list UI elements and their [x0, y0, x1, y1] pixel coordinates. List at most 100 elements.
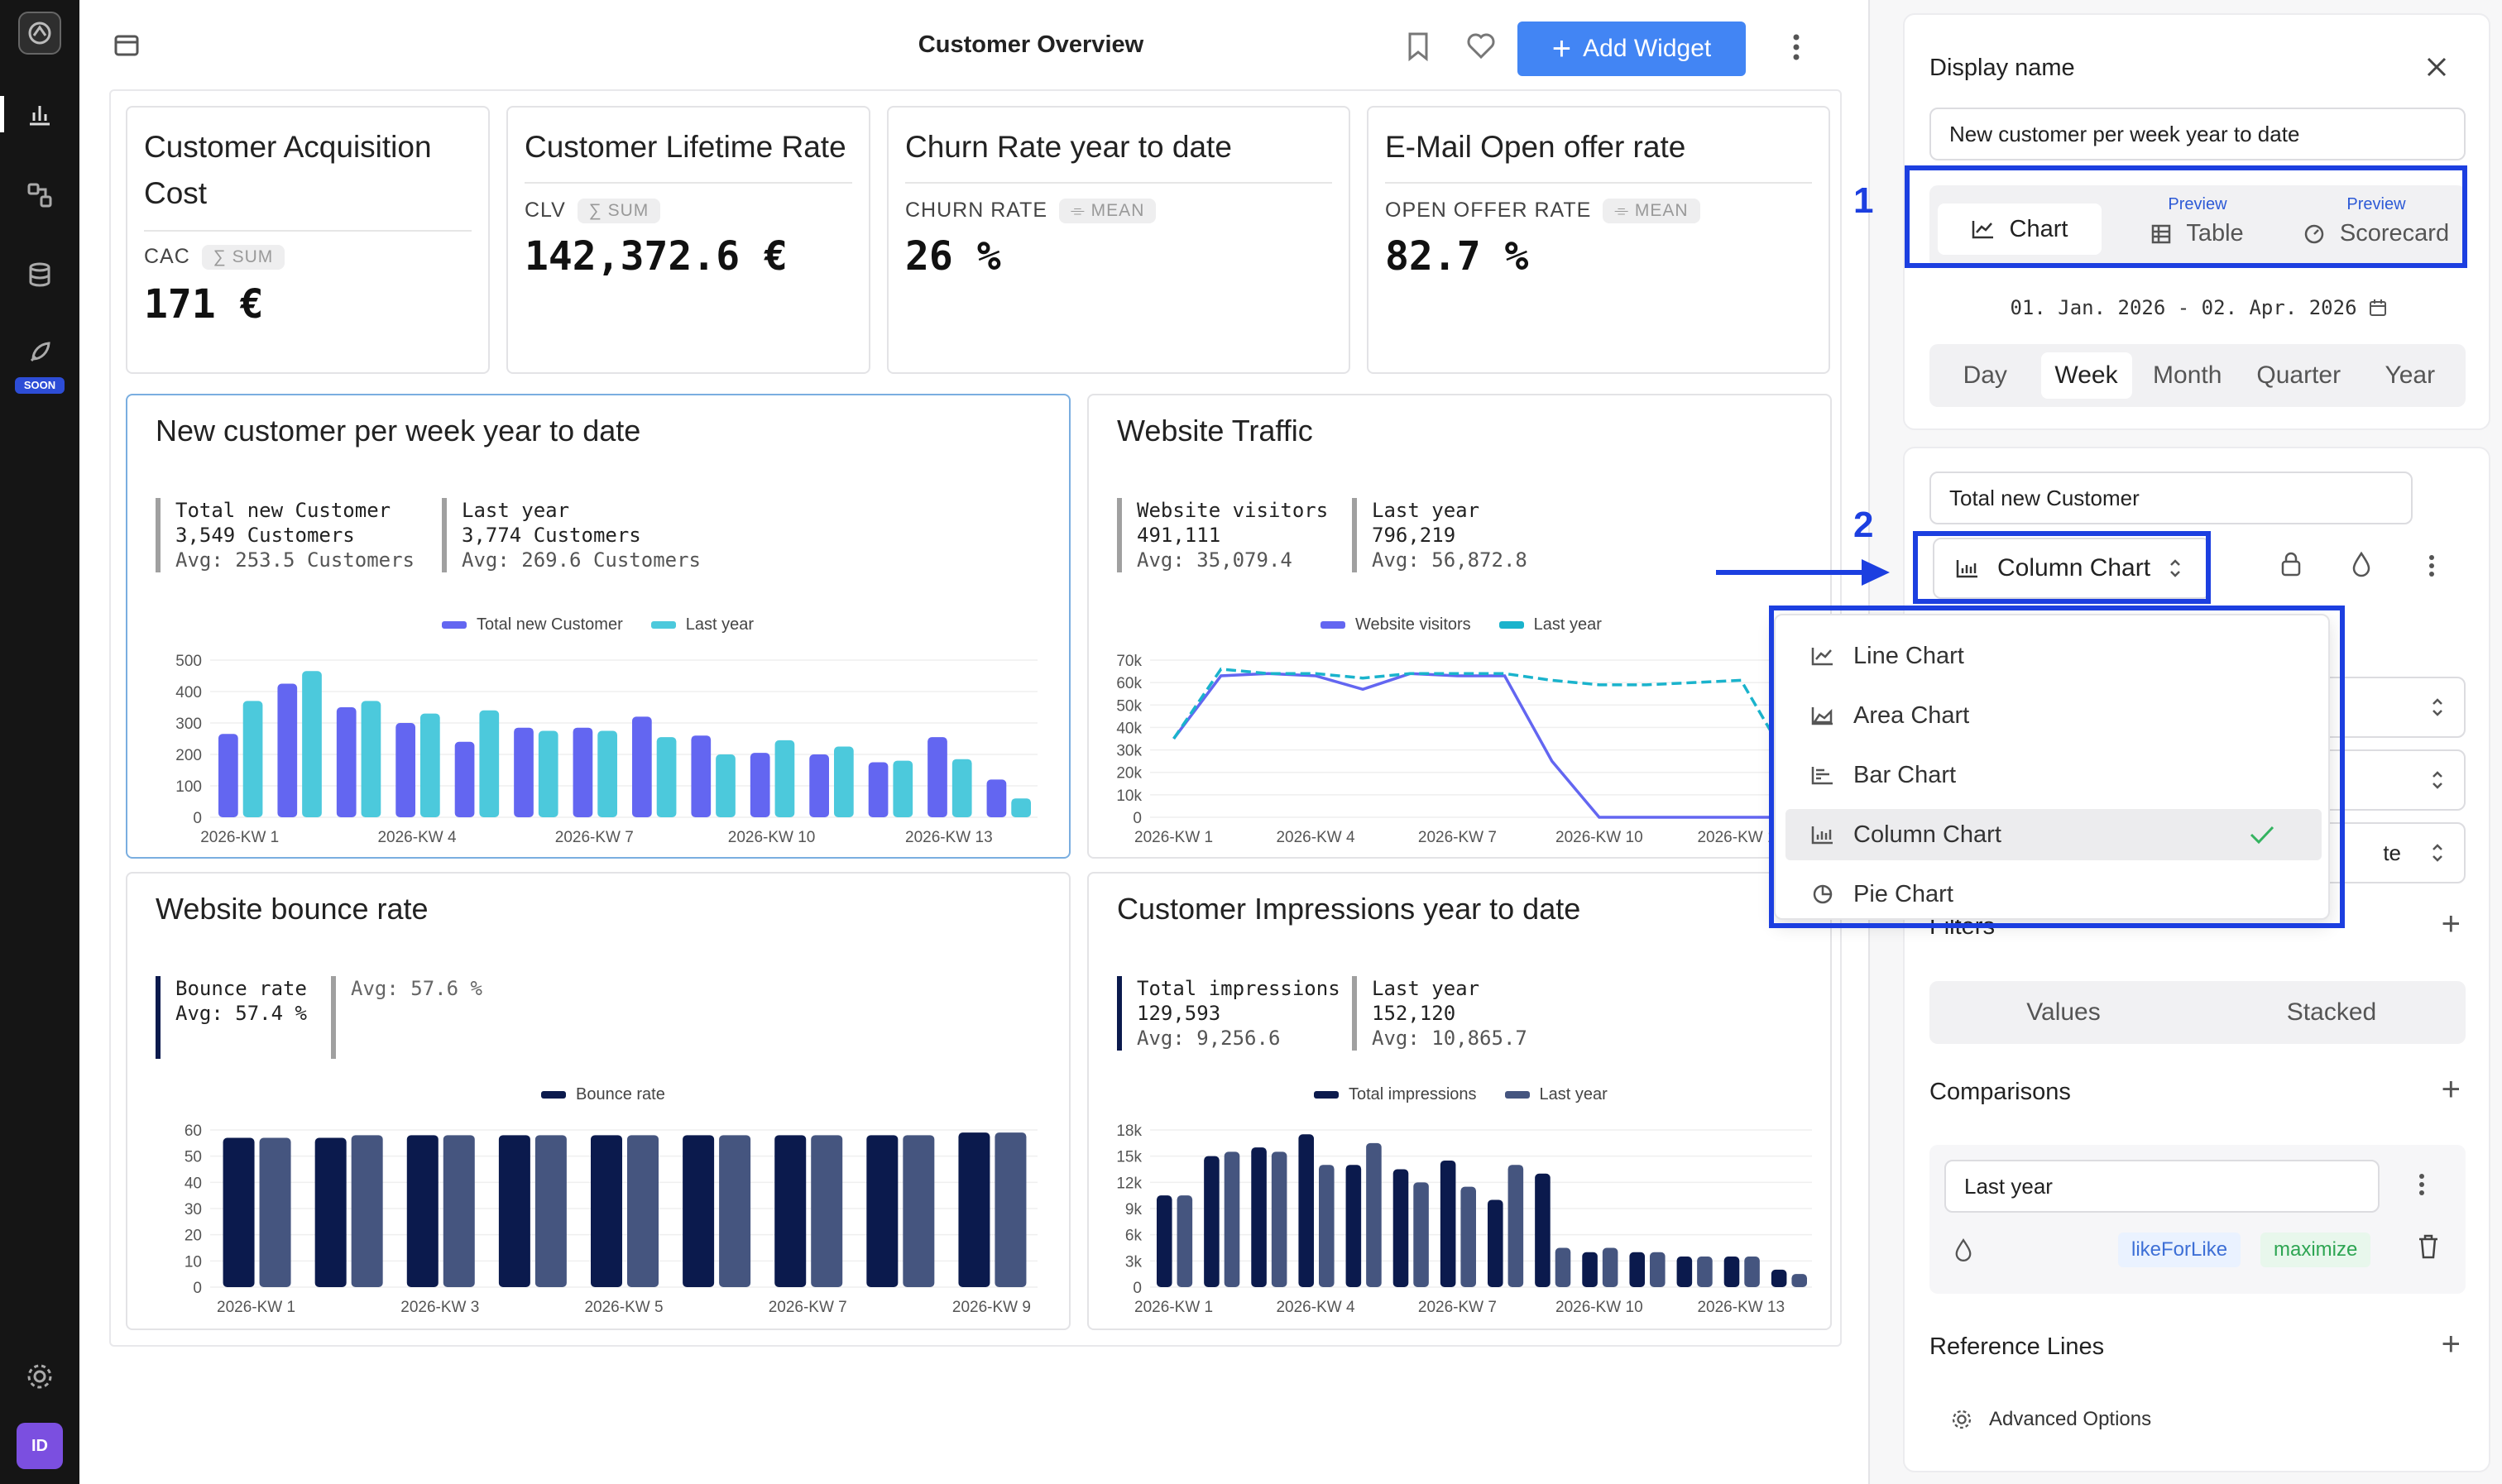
comparison-more-icon[interactable]: [2418, 1173, 2426, 1200]
kpi-card-cac[interactable]: Customer Acquisition Cost CAC ∑ SUM 171 €: [126, 106, 490, 374]
tab-table[interactable]: Preview Table: [2108, 185, 2287, 268]
rocket-icon[interactable]: [18, 331, 61, 374]
legend-item[interactable]: Total impressions: [1314, 1085, 1477, 1104]
y-tick-label: 0: [193, 810, 202, 827]
chart-bar: [1602, 1247, 1618, 1287]
y-tick-label: 20k: [1116, 765, 1142, 783]
date-range-picker[interactable]: 01. Jan. 2026 - 02. Apr. 2026: [1905, 296, 2492, 319]
tab-week[interactable]: Week: [2040, 352, 2132, 399]
chart-bar: [986, 779, 1007, 817]
x-tick-label: 2026-KW 5: [584, 1299, 663, 1316]
display-name-input[interactable]: New customer per week year to date: [1929, 108, 2466, 160]
legend-item[interactable]: Total new Customer: [442, 615, 623, 634]
more-options-icon[interactable]: [1792, 33, 1800, 65]
series-name-input[interactable]: Total new Customer: [1929, 472, 2413, 524]
calendar-icon: [2369, 299, 2386, 316]
chart-bar: [420, 713, 440, 817]
y-tick-label: 40k: [1116, 720, 1142, 737]
x-tick-label: 2026-KW 10: [728, 829, 816, 846]
legend-item[interactable]: Bounce rate: [541, 1085, 665, 1104]
menu-item-area-chart[interactable]: Area Chart: [1785, 690, 2322, 741]
menu-item-line-chart[interactable]: Line Chart: [1785, 630, 2322, 682]
chart-bar: [351, 1135, 383, 1287]
delete-trash-icon[interactable]: [2418, 1234, 2439, 1263]
chart-bar: [1366, 1142, 1382, 1287]
analytics-icon[interactable]: [18, 93, 61, 136]
kpi-value: 171 €: [144, 281, 264, 328]
chart-bar: [1676, 1257, 1693, 1287]
tab-day[interactable]: Day: [1963, 361, 2007, 389]
chart-bar: [1744, 1257, 1760, 1287]
user-avatar[interactable]: ID: [17, 1423, 63, 1469]
y-tick-label: 3k: [1125, 1253, 1143, 1271]
legend-item[interactable]: Last year: [1504, 1085, 1608, 1104]
menu-item-column-chart[interactable]: Column Chart: [1785, 809, 2322, 860]
workflow-icon[interactable]: [18, 174, 61, 217]
maximize-tag[interactable]: maximize: [2260, 1233, 2371, 1267]
menu-item-pie-chart[interactable]: Pie Chart: [1785, 869, 2322, 920]
tab-stacked[interactable]: Stacked: [2286, 998, 2377, 1026]
chart-bar: [1535, 1173, 1551, 1287]
add-filter-plus-icon[interactable]: +: [2441, 906, 2461, 942]
kpi-card-churn[interactable]: Churn Rate year to date CHURN RATE ⌯ MEAN…: [887, 106, 1350, 374]
tab-scorecard[interactable]: Preview Scorecard: [2287, 185, 2466, 268]
kpi-value: 142,372.6 €: [525, 233, 788, 280]
chart-bar: [868, 762, 889, 817]
series-more-icon[interactable]: [2428, 554, 2436, 582]
gauge-icon: [2304, 224, 2324, 243]
tab-values[interactable]: Values: [2026, 998, 2101, 1026]
comparison-color-icon[interactable]: [1954, 1237, 1972, 1266]
reference-lines-label: Reference Lines: [1929, 1333, 2105, 1360]
bookmark-icon[interactable]: [1407, 31, 1430, 65]
widget-website-traffic[interactable]: Website Traffic Website visitors 491,111 A…: [1087, 394, 1832, 859]
y-tick-label: 60k: [1116, 675, 1142, 692]
app-logo-icon[interactable]: [18, 12, 61, 55]
menu-item-bar-chart[interactable]: Bar Chart: [1785, 749, 2322, 801]
kpi-card-email-open[interactable]: E-Mail Open offer rate OPEN OFFER RATE ⌯ …: [1367, 106, 1830, 374]
close-icon[interactable]: [2424, 55, 2449, 84]
comparison-select[interactable]: Last year: [1944, 1160, 2380, 1213]
y-tick-label: 100: [175, 778, 202, 796]
tab-month[interactable]: Month: [2153, 361, 2222, 389]
chart-bar: [774, 740, 795, 817]
kpi-card-clv[interactable]: Customer Lifetime Rate CLV ∑ SUM 142,372.…: [506, 106, 870, 374]
x-tick-label: 2026-KW 10: [1555, 829, 1643, 846]
legend-item[interactable]: Last year: [650, 615, 754, 634]
x-tick-label: 2026-KW 1: [217, 1299, 295, 1316]
annotation-box-dropdown: [1769, 606, 2345, 928]
chart-plot: 0 10 20 30 40 50 60 2026-KW 1 2026-KW 3 2026-KW 5…: [185, 1123, 1038, 1316]
display-name-label: Display name: [1929, 55, 2075, 81]
like-for-like-tag[interactable]: likeForLike: [2118, 1233, 2241, 1267]
color-drop-icon[interactable]: [2351, 551, 2371, 582]
widget-bounce-rate[interactable]: Website bounce rate Bounce rate Avg: 57.4…: [126, 872, 1071, 1330]
sidebar-toggle-icon[interactable]: [114, 35, 139, 60]
settings-gear-icon[interactable]: [18, 1355, 61, 1398]
table-icon: [2152, 224, 2171, 243]
tab-quarter[interactable]: Quarter: [2256, 361, 2341, 389]
widget-customer-impressions[interactable]: Customer Impressions year to date Total …: [1087, 872, 1832, 1330]
divider: [144, 230, 472, 232]
chart-bar: [809, 754, 829, 817]
add-comparison-plus-icon[interactable]: +: [2441, 1071, 2461, 1108]
chart-type-select[interactable]: Column Chart: [1933, 538, 2211, 599]
chart-bar: [1011, 798, 1031, 817]
advanced-options-toggle[interactable]: Advanced Options: [1951, 1408, 2151, 1431]
favorite-heart-icon[interactable]: [1466, 33, 1496, 64]
widget-new-customer[interactable]: New customer per week year to date Total…: [126, 394, 1071, 859]
chart-bar: [454, 741, 475, 817]
database-icon[interactable]: [18, 253, 61, 296]
legend-item[interactable]: Website visitors: [1320, 615, 1471, 634]
chart-bar: [538, 730, 558, 817]
x-tick-label: 2026-KW 4: [1276, 1299, 1354, 1316]
x-tick-label: 2026-KW 1: [1134, 1299, 1213, 1316]
bar-chart-icon: [1811, 767, 1833, 785]
add-widget-button[interactable]: + Add Widget: [1517, 22, 1746, 76]
tab-year[interactable]: Year: [2385, 361, 2436, 389]
lock-icon[interactable]: [2280, 551, 2302, 582]
chart-bar: [632, 716, 652, 817]
add-reference-line-plus-icon[interactable]: +: [2441, 1326, 2461, 1362]
legend-item[interactable]: Last year: [1498, 615, 1602, 634]
chart-bar: [1507, 1165, 1524, 1287]
comparison-item: Last year likeForLike maximize: [1929, 1145, 2466, 1294]
tab-chart[interactable]: Chart: [1929, 185, 2108, 268]
